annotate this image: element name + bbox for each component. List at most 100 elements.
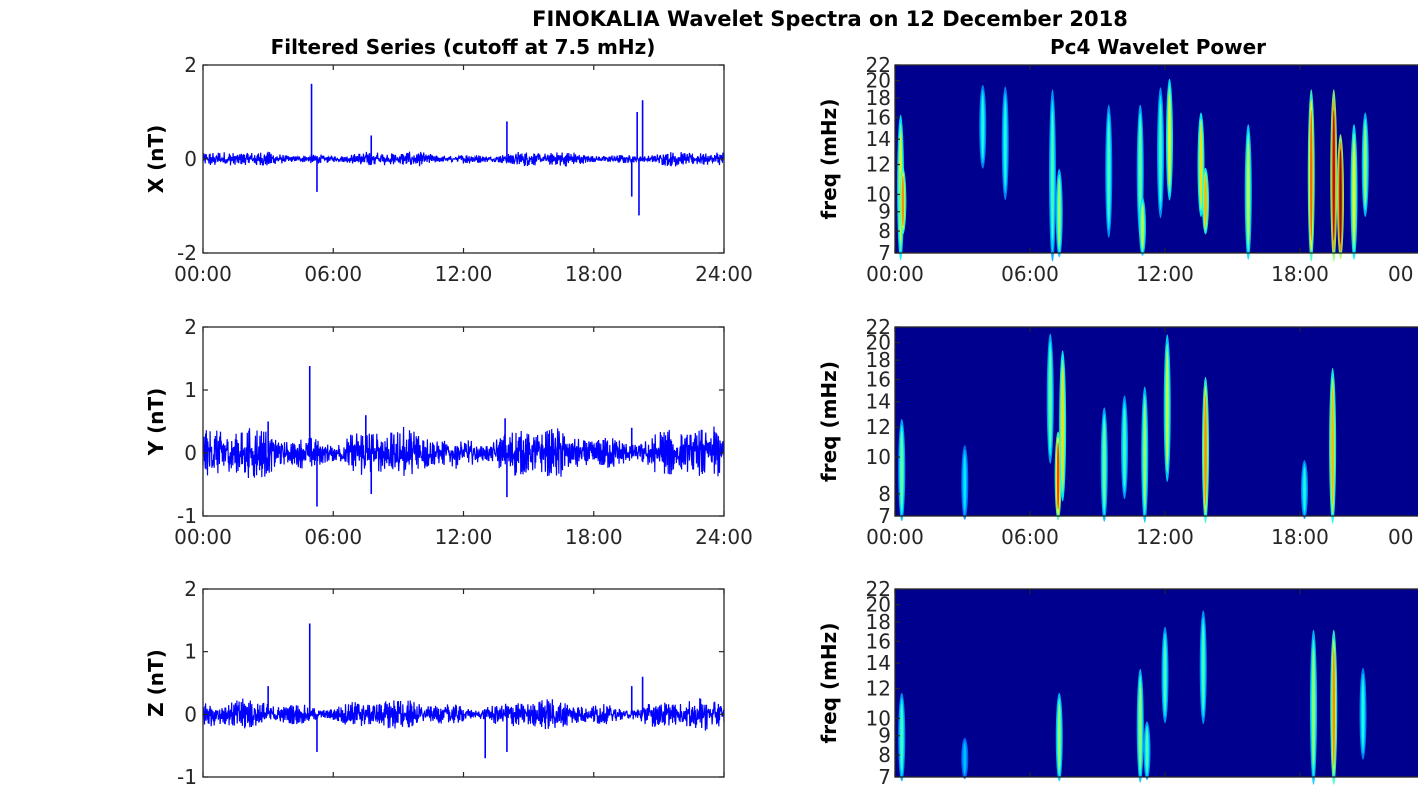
- x-tick-label: 00:00: [866, 262, 924, 286]
- power-streak: [1204, 394, 1207, 506]
- y-tick-label: 0: [184, 702, 197, 726]
- y-tick-label: 1: [184, 378, 197, 402]
- power-streak: [1312, 648, 1315, 767]
- series-panel-3: -1 0 1 2 Z (nT): [144, 577, 725, 788]
- y-tick-label: 16: [866, 629, 891, 653]
- y-tick-label: 14: [866, 390, 891, 414]
- y-tick-label: 12: [866, 415, 891, 439]
- power-streak: [1166, 352, 1169, 465]
- power-streak: [1247, 140, 1250, 244]
- y-tick-label: 18: [866, 86, 891, 110]
- series-trace: [202, 426, 725, 479]
- x-tick-label: 24:00: [695, 262, 753, 286]
- power-streak: [900, 703, 903, 771]
- power-streak: [963, 742, 966, 775]
- power-streak: [1303, 467, 1306, 512]
- y-tick-label: 7: [878, 765, 891, 788]
- power-streak: [1159, 102, 1162, 203]
- y-tick-label: 16: [866, 368, 891, 392]
- axes-frame: [202, 326, 725, 517]
- y-axis-label: X (nT): [144, 125, 168, 194]
- x-tick-label: 12:00: [1136, 262, 1194, 286]
- x-tick-label: 18:00: [565, 525, 623, 549]
- y-tick-label: 14: [866, 127, 891, 151]
- power-streak: [1168, 93, 1171, 186]
- x-tick-label: 18:00: [1271, 262, 1329, 286]
- y-tick-label: 10: [866, 706, 891, 730]
- x-tick-label: 00: [1388, 262, 1413, 286]
- y-axis-label: Z (nT): [144, 649, 168, 717]
- y-axis-label: freq (mHz): [817, 623, 841, 744]
- power-streak: [1058, 703, 1061, 771]
- y-tick-label: 12: [866, 153, 891, 177]
- power-streak: [1332, 109, 1335, 241]
- x-tick-label: 12:00: [435, 525, 493, 549]
- power-streak: [1145, 728, 1149, 773]
- y-tick-label: 10: [866, 182, 891, 206]
- power-streak: [1056, 442, 1060, 510]
- power-streak: [1061, 368, 1064, 484]
- y-tick-label: 8: [878, 482, 891, 506]
- power-streak: [1361, 678, 1365, 749]
- power-streak: [901, 175, 905, 227]
- y-axis-label: Y (nT): [144, 388, 168, 457]
- y-tick-label: 2: [184, 577, 197, 601]
- y-tick-label: -1: [177, 765, 197, 788]
- power-streak: [1123, 407, 1126, 487]
- x-tick-label: 00: [1388, 525, 1413, 549]
- power-streak: [1103, 421, 1106, 508]
- y-tick-label: 8: [878, 219, 891, 243]
- y-tick-label: 0: [184, 441, 197, 465]
- y-tick-label: 10: [866, 445, 891, 469]
- x-tick-label: 00:00: [174, 525, 232, 549]
- y-tick-label: 14: [866, 651, 891, 675]
- power-streak: [1139, 682, 1142, 770]
- power-streak: [981, 94, 984, 159]
- y-axis-label: freq (mHz): [817, 361, 841, 482]
- y-tick-label: 0: [184, 147, 197, 171]
- power-streak: [1364, 125, 1367, 205]
- power-streak: [1049, 349, 1052, 449]
- x-tick-label: 06:00: [1001, 525, 1059, 549]
- y-tick-label: 18: [866, 348, 891, 372]
- power-streak: [1107, 120, 1110, 222]
- y-tick-label: 9: [878, 200, 891, 224]
- y-tick-label: 1: [184, 640, 197, 664]
- y-tick-label: 16: [866, 105, 891, 129]
- y-tick-label: 2: [184, 315, 197, 339]
- spectrogram-background: [895, 327, 1418, 516]
- left-column-title: Filtered Series (cutoff at 7.5 mHz): [271, 35, 656, 59]
- power-streak: [1339, 149, 1342, 245]
- power-streak: [1331, 386, 1334, 506]
- x-tick-label: 12:00: [1136, 525, 1194, 549]
- y-tick-label: 8: [878, 743, 891, 767]
- x-tick-label: 18:00: [565, 262, 623, 286]
- x-tick-label: 06:00: [304, 262, 362, 286]
- power-streak: [1051, 109, 1054, 241]
- y-tick-label: 7: [878, 504, 891, 528]
- y-axis-label: freq (mHz): [817, 99, 841, 220]
- power-streak: [1352, 140, 1356, 244]
- y-tick-label: 22: [866, 315, 891, 339]
- y-tick-label: 2: [184, 53, 197, 77]
- x-tick-label: 06:00: [304, 525, 362, 549]
- x-tick-label: 18:00: [1271, 525, 1329, 549]
- y-tick-label: 9: [878, 724, 891, 748]
- x-tick-label: 00:00: [174, 262, 232, 286]
- right-column-title: Pc4 Wavelet Power: [1050, 35, 1266, 59]
- power-streak: [1141, 204, 1144, 249]
- axes-frame: [202, 588, 725, 778]
- power-streak: [1199, 125, 1203, 205]
- y-tick-label: 12: [866, 677, 891, 701]
- y-tick-label: 22: [866, 53, 891, 77]
- y-tick-label: 20: [866, 331, 891, 355]
- power-streak: [1004, 99, 1007, 187]
- power-streak: [1143, 402, 1146, 507]
- power-streak: [1163, 638, 1167, 712]
- spectrogram-background: [895, 589, 1418, 777]
- series-trace: [202, 151, 725, 167]
- x-tick-label: 06:00: [1001, 262, 1059, 286]
